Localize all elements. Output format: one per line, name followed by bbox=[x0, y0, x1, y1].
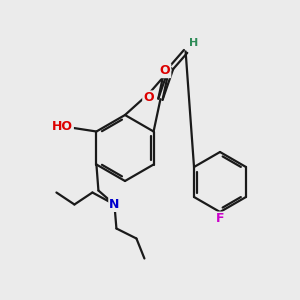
Text: O: O bbox=[143, 92, 154, 104]
Text: HO: HO bbox=[52, 120, 73, 133]
Text: H: H bbox=[189, 38, 198, 48]
Text: F: F bbox=[216, 212, 224, 226]
Text: N: N bbox=[109, 198, 120, 211]
Text: O: O bbox=[160, 64, 170, 77]
